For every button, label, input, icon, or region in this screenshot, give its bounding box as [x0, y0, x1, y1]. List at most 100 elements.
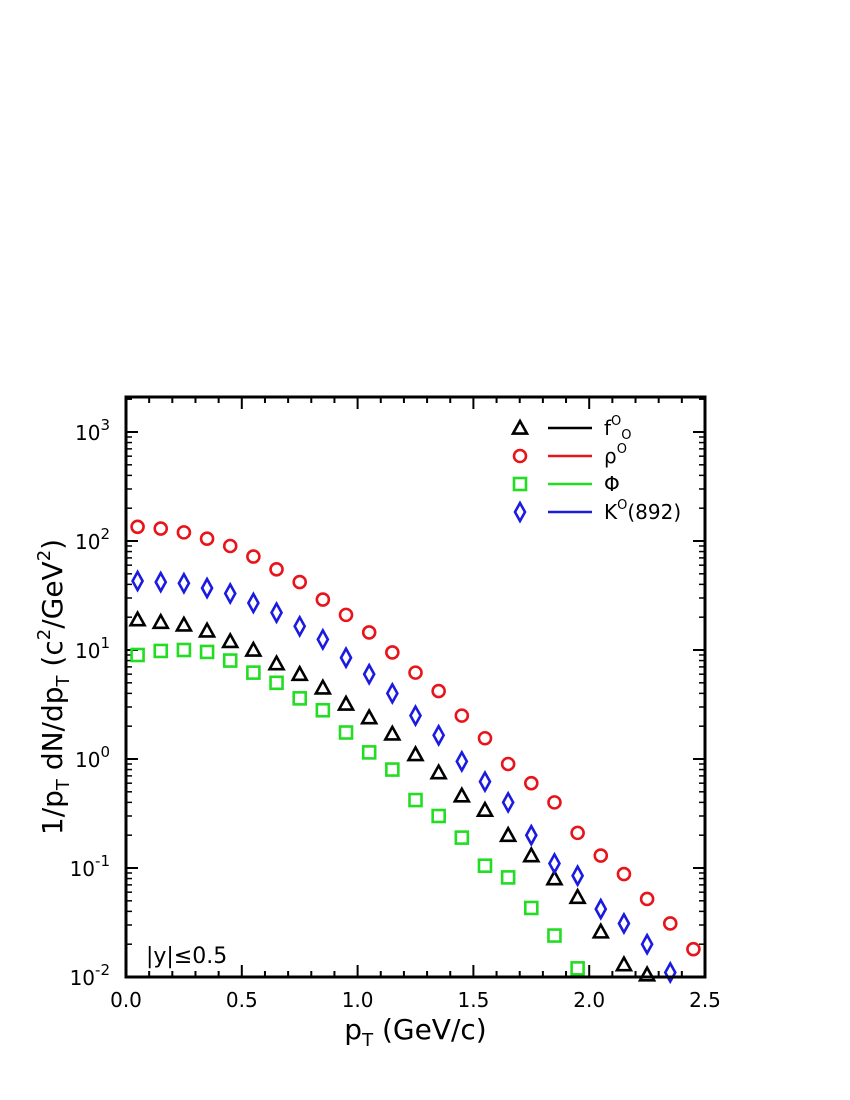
- triangle-point: [591, 922, 610, 939]
- triangle-point: [267, 653, 286, 671]
- legend-label: fOO: [604, 414, 632, 443]
- circle-point: [130, 519, 145, 535]
- triangle-point: [637, 965, 657, 982]
- circle-point: [639, 891, 655, 907]
- triangle-point: [568, 887, 587, 905]
- x-axis-title: pT (GeV/c): [344, 1013, 486, 1051]
- x-tick-labels: 0.0 0.5 1.0 1.5 2.0 2.5: [110, 988, 721, 1012]
- triangle-point: [128, 609, 147, 627]
- circle-point: [199, 531, 215, 546]
- legend-item: fOO: [510, 414, 632, 443]
- triangle-point: [452, 786, 472, 803]
- circle-point: [477, 730, 493, 746]
- square-point: [222, 653, 238, 668]
- diamond-point: [478, 769, 492, 794]
- circle-point: [338, 607, 354, 623]
- triangle-point: [313, 678, 333, 695]
- square-point: [153, 643, 169, 659]
- diamond-point: [547, 851, 561, 876]
- diamond-point: [270, 600, 284, 625]
- y-tick-label: 10-2: [70, 961, 110, 990]
- legend-label: Φ: [604, 472, 620, 496]
- data-points: [128, 519, 701, 985]
- triangle-point: [221, 631, 240, 649]
- legend-marker: [512, 476, 528, 492]
- square-point: [338, 725, 354, 740]
- x-tick-label: 1.0: [342, 988, 374, 1012]
- triangle-point: [475, 800, 495, 817]
- circle-point: [315, 592, 331, 607]
- circle-point: [686, 941, 701, 957]
- y-tick-label: 102: [75, 525, 110, 554]
- circle-point: [408, 665, 423, 680]
- circle-point: [292, 574, 308, 590]
- diamond-point: [617, 911, 631, 936]
- circle-point: [547, 795, 562, 810]
- diamond-point: [177, 571, 191, 595]
- x-tick-label: 1.5: [457, 988, 489, 1012]
- y-tick-label: 103: [75, 416, 110, 445]
- x-tick-label: 2.0: [573, 988, 605, 1012]
- triangle-point: [244, 640, 263, 657]
- diamond-point: [571, 864, 585, 888]
- square-point: [269, 675, 284, 691]
- square-point: [199, 644, 215, 660]
- triangle-point: [545, 868, 564, 886]
- legend-marker: [512, 448, 528, 464]
- triangle-point: [197, 621, 217, 638]
- diamond-point: [339, 646, 353, 670]
- y-tick-label: 100: [75, 743, 110, 772]
- diamond-point: [154, 570, 168, 594]
- legend-item: KO(892): [513, 498, 681, 524]
- square-point: [547, 928, 562, 943]
- x-tick-label: 0.0: [110, 988, 142, 1012]
- triangle-point: [151, 612, 170, 630]
- circle-point: [153, 521, 169, 536]
- square-point: [361, 745, 377, 760]
- diamond-point: [223, 581, 237, 606]
- square-point: [246, 665, 261, 680]
- square-point: [570, 961, 585, 976]
- triangle-point: [174, 615, 194, 632]
- triangle-point: [336, 694, 356, 711]
- legend-item: Φ: [512, 472, 620, 496]
- circle-point: [361, 625, 377, 640]
- triangle-point: [290, 664, 309, 682]
- series-square: [130, 642, 585, 976]
- diamond-point: [432, 723, 446, 747]
- circle-point: [500, 756, 516, 772]
- diamond-point: [409, 703, 422, 728]
- square-point: [385, 762, 400, 777]
- circle-point: [570, 825, 585, 841]
- triangle-point: [406, 744, 425, 762]
- diamond-point: [640, 932, 654, 956]
- series-diamond: [131, 569, 677, 985]
- square-point: [408, 792, 423, 808]
- x-tick-label: 2.5: [689, 988, 721, 1012]
- square-point: [292, 691, 308, 706]
- y-tick-labels: 10-2 10-1 100 101 102 103: [70, 416, 110, 990]
- diamond-point: [200, 576, 214, 600]
- square-point: [130, 647, 145, 663]
- circle-point: [431, 683, 446, 699]
- circle-point: [385, 645, 400, 660]
- y-axis-title: 1/pT dN/dpT (c2/GeV2): [34, 539, 74, 835]
- diamond-point: [385, 681, 399, 706]
- triangle-point: [359, 707, 379, 725]
- diamond-point: [316, 627, 330, 652]
- circle-point: [454, 708, 470, 723]
- triangle-point: [522, 845, 541, 863]
- legend-item: ρO: [512, 442, 627, 468]
- circle-point: [176, 525, 192, 540]
- circle-point: [269, 562, 284, 577]
- diamond-point: [362, 662, 376, 686]
- diamond-point: [663, 960, 677, 985]
- diamond-point: [524, 823, 538, 847]
- square-point: [454, 830, 470, 845]
- legend-label: KO(892): [604, 498, 681, 524]
- y-tick-label: 101: [75, 634, 110, 663]
- square-point: [523, 900, 539, 916]
- series-triangle: [128, 609, 657, 982]
- triangle-point: [614, 954, 634, 972]
